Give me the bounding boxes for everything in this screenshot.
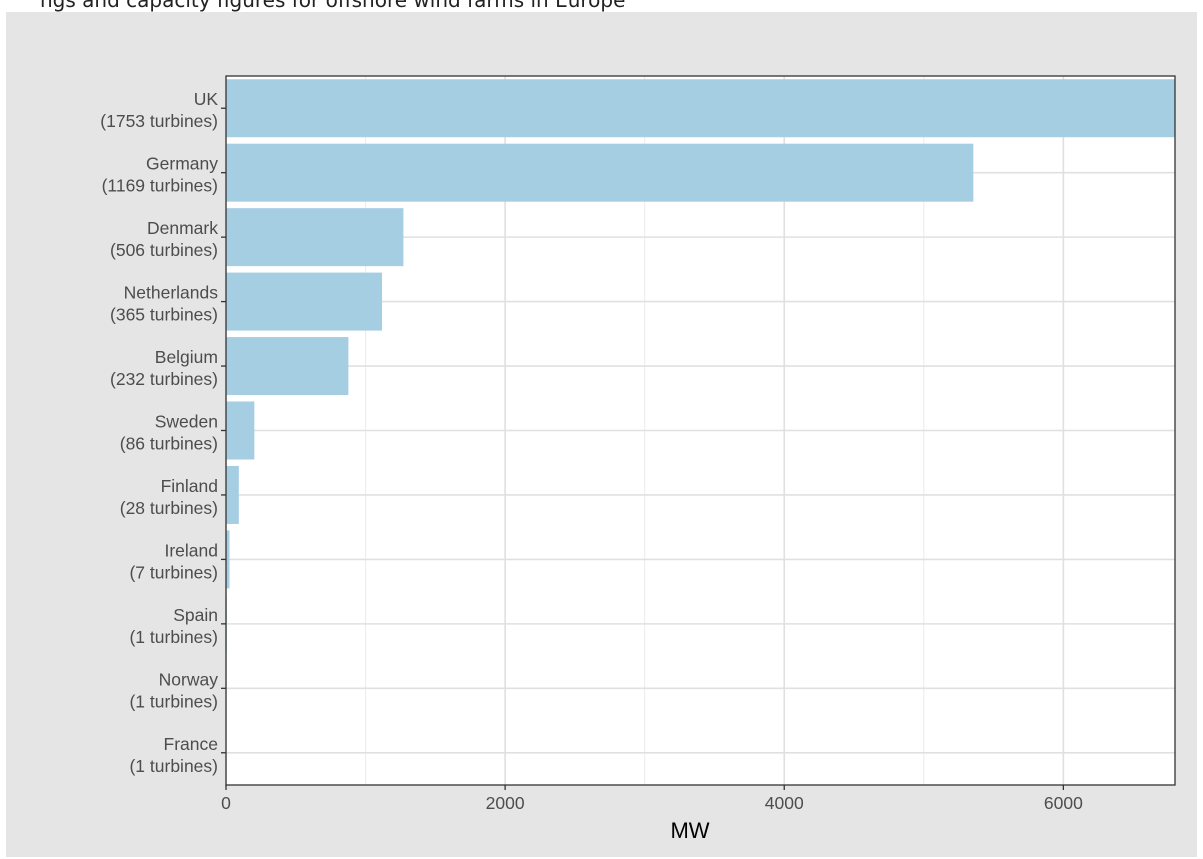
- bar-uk: [226, 79, 1175, 137]
- bar-finland: [226, 466, 239, 524]
- x-tick-label: 2000: [486, 793, 525, 813]
- y-tick-sublabel: (1 turbines): [129, 627, 218, 647]
- x-tick-label: 0: [221, 793, 231, 813]
- bar-sweden: [226, 401, 254, 459]
- y-tick-label: Belgium: [155, 347, 218, 367]
- y-tick-sublabel: (7 turbines): [129, 562, 218, 582]
- y-tick-sublabel: (1 turbines): [129, 691, 218, 711]
- y-tick-label: Finland: [161, 476, 218, 496]
- y-tick-label: Denmark: [147, 218, 218, 238]
- x-axis-title: MW: [670, 818, 709, 843]
- y-tick-sublabel: (232 turbines): [110, 369, 218, 389]
- y-tick-sublabel: (1753 turbines): [100, 111, 218, 131]
- x-tick-label: 4000: [765, 793, 804, 813]
- bar-belgium: [226, 337, 348, 395]
- y-tick-label: Netherlands: [124, 283, 219, 303]
- chart-panel: UK (1753 turbines) Germany (1169 turbines) D…: [6, 12, 1197, 857]
- y-tick-sublabel: (1169 turbines): [102, 176, 218, 196]
- y-tick-label: Norway: [159, 669, 219, 689]
- bar-netherlands: [226, 273, 382, 331]
- x-tick-label: 6000: [1044, 793, 1083, 813]
- y-tick-sublabel: (506 turbines): [110, 240, 218, 260]
- y-tick-label: Ireland: [164, 540, 218, 560]
- bar-germany: [226, 144, 973, 202]
- y-tick-sublabel: (86 turbines): [120, 434, 218, 454]
- bar-denmark: [226, 208, 403, 266]
- y-tick-label: Germany: [146, 154, 218, 174]
- bar-chart: UK(1753 turbines) Germany(1169 turbines) D…: [6, 12, 1197, 857]
- y-tick-label: Sweden: [155, 412, 218, 432]
- y-tick-label: Spain: [173, 605, 218, 625]
- header-text: ngs and capacity figures for offshore wi…: [40, 0, 1200, 12]
- y-tick-label: France: [164, 734, 218, 754]
- y-tick-sublabel: (28 turbines): [120, 498, 218, 518]
- y-tick-sublabel: (1 turbines): [129, 756, 218, 776]
- y-tick-sublabel: (365 turbines): [110, 305, 218, 325]
- y-tick-label: UK: [194, 89, 219, 109]
